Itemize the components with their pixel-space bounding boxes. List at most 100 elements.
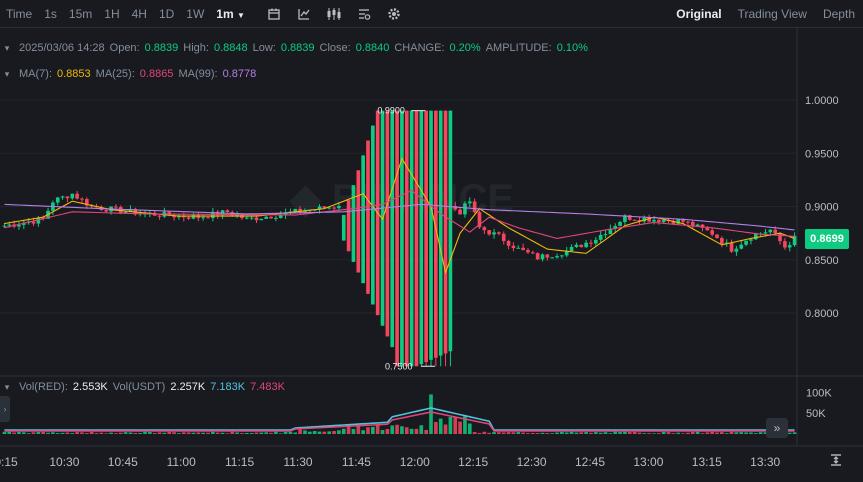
ma-line: [4, 203, 795, 231]
interval-1d[interactable]: 1D: [158, 6, 175, 21]
volume-bar: [574, 432, 579, 434]
volume-bar: [317, 431, 322, 434]
interval-15m[interactable]: 15m: [68, 6, 93, 21]
collapse-chevron-icon[interactable]: ▾: [4, 68, 10, 79]
gear-icon[interactable]: [383, 0, 405, 28]
settings-list-icon[interactable]: [353, 0, 375, 28]
candle-body: [715, 234, 719, 239]
ma25-label: MA(25):: [95, 68, 135, 80]
close-value: 0.8840: [355, 42, 390, 54]
interval-4h[interactable]: 4H: [131, 6, 147, 21]
collapse-chevron-icon[interactable]: ▾: [4, 381, 10, 392]
ma-line: [4, 189, 795, 240]
volume-bar: [55, 433, 60, 434]
calendar-icon[interactable]: [263, 0, 285, 28]
volume-bar: [148, 432, 152, 434]
volume-bar: [70, 433, 75, 434]
volume-bar: [763, 432, 768, 434]
volume-bar: [758, 432, 763, 434]
candle-body: [540, 254, 545, 260]
chart-toolbar: Time 1s 15m 1H 4H 1D 1W 1m ▼ Original Tr…: [0, 0, 863, 28]
candle-body: [555, 256, 559, 258]
volume-bar: [506, 432, 511, 434]
time-tick-label: 11:45: [342, 455, 371, 469]
volume-bar: [569, 431, 574, 434]
candle-body: [80, 198, 84, 200]
volume-info: ▾ Vol(RED): 2.553K Vol(USDT) 2.257K 7.183K…: [0, 378, 290, 396]
ma99-label: MA(99):: [178, 68, 218, 80]
panel-expand-icon[interactable]: ›: [0, 396, 10, 422]
candle-body: [690, 221, 695, 227]
volume-bar: [46, 432, 50, 434]
view-tabs: Original Trading View Depth: [668, 0, 863, 28]
volume-bar: [438, 418, 443, 434]
candle-body: [598, 234, 603, 240]
volume-bar: [555, 432, 559, 434]
candle-body: [744, 240, 748, 245]
high-value: 0.8848: [213, 42, 248, 54]
volume-bar: [715, 432, 719, 434]
volume-bar: [385, 428, 390, 434]
candle-body: [337, 206, 341, 209]
candle-body: [501, 233, 506, 242]
volume-bar: [637, 432, 642, 434]
candle-body: [60, 196, 65, 198]
volume-bar: [720, 432, 724, 434]
interval-1s[interactable]: 1s: [44, 6, 57, 21]
time-label[interactable]: Time: [6, 6, 33, 21]
volume-bar: [322, 431, 327, 434]
volume-bar: [36, 432, 41, 434]
volume-bar: [341, 428, 346, 434]
volume-bar: [337, 430, 341, 434]
axis-settings-icon[interactable]: [826, 450, 846, 470]
volume-bar: [332, 431, 336, 434]
volume-bar: [240, 433, 244, 434]
volume-bar: [94, 433, 99, 434]
volume-bar: [371, 426, 375, 434]
interval-1h[interactable]: 1H: [104, 6, 120, 21]
tab-depth[interactable]: Depth: [822, 7, 855, 21]
candle-body: [647, 217, 651, 222]
candle-body: [448, 110, 453, 352]
volume-bar: [642, 433, 647, 434]
interval-1w[interactable]: 1W: [186, 6, 205, 21]
candle-body: [516, 247, 521, 249]
volume-bar: [215, 432, 220, 434]
candle-body: [652, 219, 656, 222]
volume-bar: [114, 433, 118, 434]
volume-bar: [613, 431, 618, 434]
volume-bar: [652, 433, 656, 434]
volume-bar: [724, 433, 729, 434]
interval-1m-active[interactable]: 1m ▼: [210, 7, 251, 21]
ma-line: [4, 157, 795, 275]
candle-body: [686, 221, 690, 223]
candle-body: [201, 217, 205, 219]
tab-original[interactable]: Original: [676, 7, 722, 21]
candle-type-icon[interactable]: [323, 0, 345, 28]
candle-body: [492, 232, 496, 235]
candle-body: [535, 253, 540, 260]
volume-bar: [298, 429, 302, 434]
volume-bar: [739, 432, 744, 434]
price-tick-label: 0.8500: [805, 255, 839, 267]
volume-bar: [690, 431, 695, 434]
volume-bar: [85, 433, 89, 434]
candle-body: [773, 229, 778, 234]
time-tick-label: 12:00: [400, 455, 430, 469]
candle-body: [65, 196, 70, 199]
volume-bar: [128, 432, 133, 434]
volume-bar: [419, 425, 424, 434]
tab-trading-view[interactable]: Trading View: [737, 7, 807, 21]
amplitude-value: 0.10%: [556, 42, 588, 54]
collapse-chevron-icon[interactable]: ▾: [4, 42, 10, 53]
candle-body: [681, 219, 685, 222]
volume-bar: [109, 432, 113, 434]
scroll-to-latest-icon[interactable]: »: [766, 418, 788, 438]
indicator-icon[interactable]: [293, 0, 315, 28]
price-tick-label: 0.9500: [805, 148, 839, 160]
candle-body: [729, 242, 734, 252]
candle-body: [497, 232, 501, 234]
volume-bar: [467, 423, 472, 434]
volume-bar: [482, 431, 487, 434]
